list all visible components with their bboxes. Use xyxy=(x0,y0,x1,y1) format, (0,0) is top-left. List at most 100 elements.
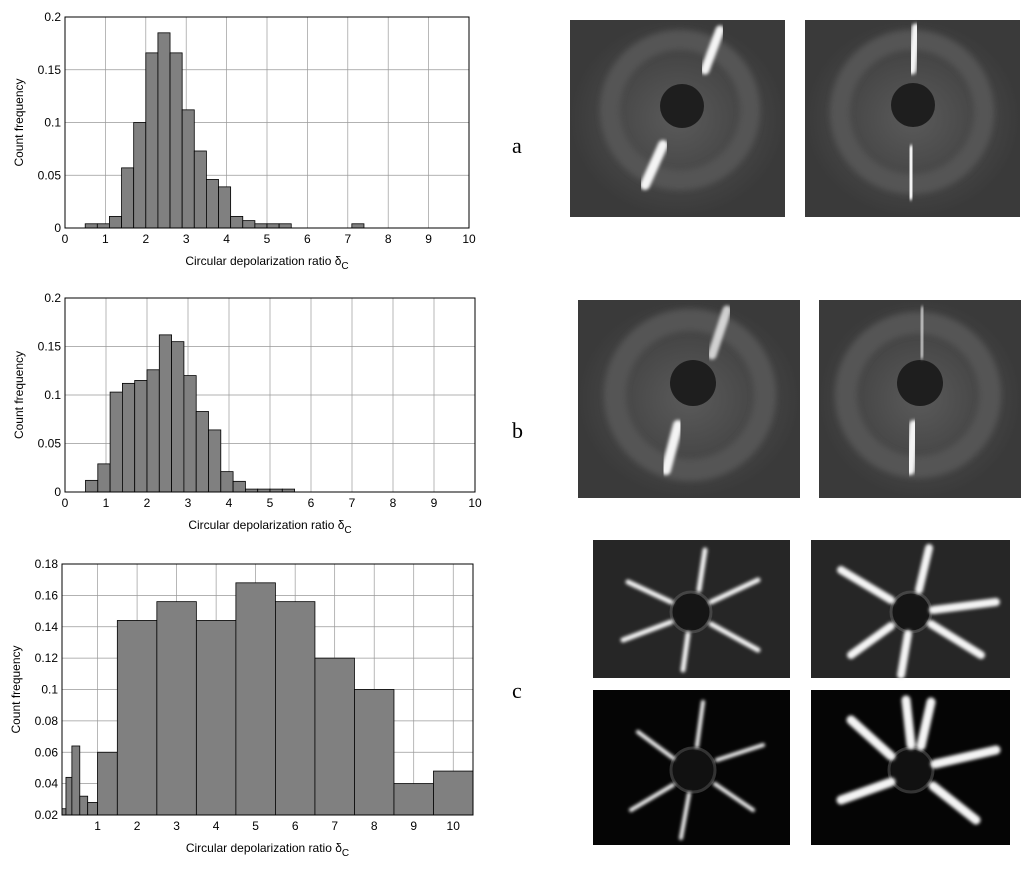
x-tick-label: 10 xyxy=(462,232,476,246)
bar xyxy=(354,689,395,816)
y-tick-label: 0.16 xyxy=(35,588,59,602)
bar xyxy=(278,223,292,229)
x-tick-label: 5 xyxy=(252,819,259,833)
bar xyxy=(109,391,123,493)
bar xyxy=(205,179,219,229)
panel-label: a xyxy=(512,133,522,158)
bar xyxy=(97,751,118,816)
bar xyxy=(183,375,197,493)
photo xyxy=(593,690,790,845)
y-tick-label: 0.2 xyxy=(44,10,61,24)
photo xyxy=(578,300,800,498)
x-tick-label: 3 xyxy=(185,496,192,510)
plot-frame xyxy=(61,563,474,816)
bar xyxy=(85,479,99,493)
y-axis-label: Count frequency xyxy=(12,351,26,439)
y-tick-label: 0.02 xyxy=(35,808,59,822)
bar xyxy=(193,150,207,229)
x-axis-label-subscript: C xyxy=(344,525,351,536)
y-tick-label: 0.08 xyxy=(35,714,59,728)
x-axis-label: Circular depolarization ratio δC xyxy=(188,518,351,536)
x-tick-label: 4 xyxy=(226,496,233,510)
y-axis-label: Count frequency xyxy=(12,78,26,166)
bar xyxy=(195,411,209,493)
bar xyxy=(171,341,185,493)
x-axis-label-text: Circular depolarization ratio δ xyxy=(188,518,344,532)
bar xyxy=(169,52,183,229)
bar xyxy=(61,808,67,816)
x-tick-label: 1 xyxy=(102,232,109,246)
x-axis-label-subscript: C xyxy=(342,848,349,859)
bar xyxy=(157,32,171,229)
x-tick-label: 9 xyxy=(410,819,417,833)
bar xyxy=(156,601,197,816)
y-tick-label: 0.05 xyxy=(38,168,62,182)
bar xyxy=(266,223,280,229)
x-tick-label: 5 xyxy=(264,232,271,246)
x-tick-label: 9 xyxy=(431,496,438,510)
plot-frame xyxy=(64,297,476,493)
x-axis-label-text: Circular depolarization ratio δ xyxy=(186,841,342,855)
x-tick-label: 8 xyxy=(371,819,378,833)
y-tick-label: 0.2 xyxy=(44,291,61,305)
x-tick-label: 10 xyxy=(468,496,482,510)
bar xyxy=(275,601,316,816)
y-tick-label: 0.18 xyxy=(35,557,59,571)
bar xyxy=(351,223,365,229)
photo xyxy=(593,540,790,678)
bar xyxy=(254,223,268,229)
x-tick-label: 0 xyxy=(62,232,69,246)
bar xyxy=(181,109,195,229)
x-axis-label: Circular depolarization ratio δC xyxy=(186,841,349,859)
bar xyxy=(97,463,111,493)
x-tick-label: 3 xyxy=(173,819,180,833)
y-tick-label: 0.1 xyxy=(41,683,58,697)
x-tick-label: 6 xyxy=(292,819,299,833)
y-tick-label: 0.04 xyxy=(35,777,59,791)
bar xyxy=(116,620,158,816)
x-tick-label: 8 xyxy=(385,232,392,246)
bar xyxy=(158,334,173,493)
y-tick-label: 0.15 xyxy=(38,63,62,77)
y-tick-label: 0.15 xyxy=(38,340,62,354)
bar xyxy=(65,776,73,816)
photo xyxy=(570,20,785,217)
bar xyxy=(96,223,110,229)
y-tick-label: 0.1 xyxy=(44,388,61,402)
x-tick-label: 2 xyxy=(142,232,149,246)
panel-label: c xyxy=(512,678,522,703)
x-tick-label: 1 xyxy=(103,496,110,510)
photo xyxy=(819,300,1021,498)
y-tick-label: 0.06 xyxy=(35,745,59,759)
x-tick-label: 6 xyxy=(308,496,315,510)
bar xyxy=(208,429,222,493)
x-tick-label: 8 xyxy=(390,496,397,510)
bar xyxy=(242,220,256,229)
bar xyxy=(393,783,434,816)
y-tick-label: 0.1 xyxy=(44,116,61,130)
bar xyxy=(121,167,135,229)
x-tick-label: 6 xyxy=(304,232,311,246)
x-tick-label: 2 xyxy=(134,819,141,833)
panel-label: b xyxy=(512,418,523,443)
y-tick-label: 0.05 xyxy=(38,437,62,451)
bar xyxy=(195,620,237,816)
y-tick-label: 0.12 xyxy=(35,651,59,665)
bar xyxy=(122,382,136,493)
bar xyxy=(79,795,89,816)
bar xyxy=(146,369,160,493)
bar xyxy=(134,380,148,493)
x-tick-label: 4 xyxy=(213,819,220,833)
bar xyxy=(109,215,122,229)
chart: 0 0.05 0.1 0.15 0.2 0 1 2 3 4 5 6 7 8 9 10 Circular depo… xyxy=(12,10,476,272)
x-tick-label: 7 xyxy=(349,496,356,510)
bar xyxy=(133,122,147,229)
photo xyxy=(811,690,1010,845)
bar xyxy=(145,52,159,229)
x-tick-label: 9 xyxy=(425,232,432,246)
plot-frame xyxy=(64,16,470,229)
bar xyxy=(218,186,232,229)
x-tick-label: 2 xyxy=(144,496,151,510)
bar xyxy=(220,471,234,493)
